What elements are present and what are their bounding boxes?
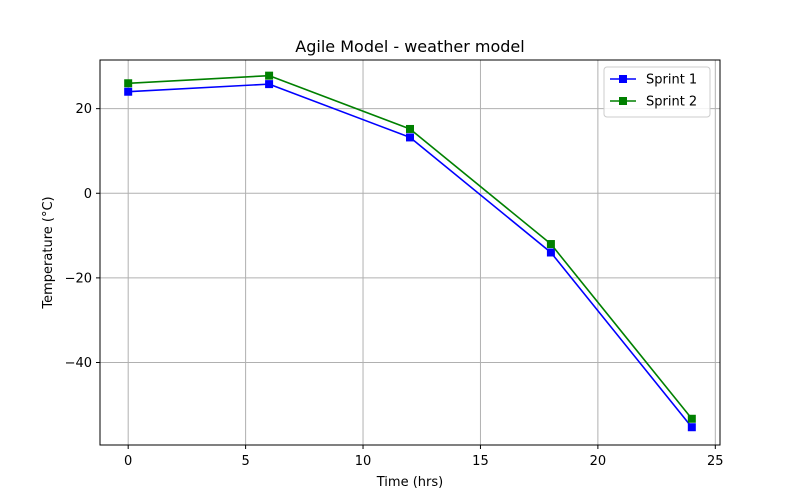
legend-item: Sprint 2 — [610, 95, 697, 110]
x-tick-label: 5 — [241, 454, 249, 469]
chart-title: Agile Model - weather model — [295, 37, 524, 56]
legend-label: Sprint 2 — [646, 95, 697, 110]
y-tick-label: −20 — [65, 271, 92, 286]
x-tick-label: 10 — [355, 454, 372, 469]
series-layer — [124, 71, 696, 432]
series-1 — [124, 80, 696, 432]
y-tick-label: 20 — [75, 102, 92, 117]
legend-item: Sprint 1 — [610, 73, 697, 88]
data-point — [546, 240, 555, 249]
tick-layer: 0 5 10 15 20 25 −40 −20 0 20 — [65, 102, 724, 469]
legend: Sprint 1 Sprint 2 — [603, 66, 711, 118]
x-tick-label: 0 — [124, 454, 132, 469]
x-tick-label: 20 — [590, 454, 607, 469]
legend-marker — [619, 75, 627, 83]
x-axis-label: Time (hrs) — [376, 475, 443, 490]
data-point — [124, 79, 133, 88]
y-tick-label: −40 — [65, 356, 92, 371]
data-point — [406, 124, 414, 133]
data-point — [265, 71, 274, 80]
data-point — [687, 414, 696, 423]
legend-marker — [619, 97, 627, 105]
series-2 — [124, 71, 696, 423]
y-tick-label: 0 — [84, 187, 92, 202]
data-point — [265, 80, 274, 89]
data-point — [687, 423, 696, 432]
data-point — [406, 133, 414, 142]
data-point — [124, 87, 133, 96]
x-tick-label: 15 — [472, 454, 489, 469]
x-tick-label: 25 — [707, 454, 724, 469]
plot-frame — [99, 59, 721, 446]
legend-label: Sprint 1 — [646, 73, 697, 88]
data-point — [546, 248, 555, 257]
y-axis-label: Temperature (°C) — [41, 196, 56, 309]
